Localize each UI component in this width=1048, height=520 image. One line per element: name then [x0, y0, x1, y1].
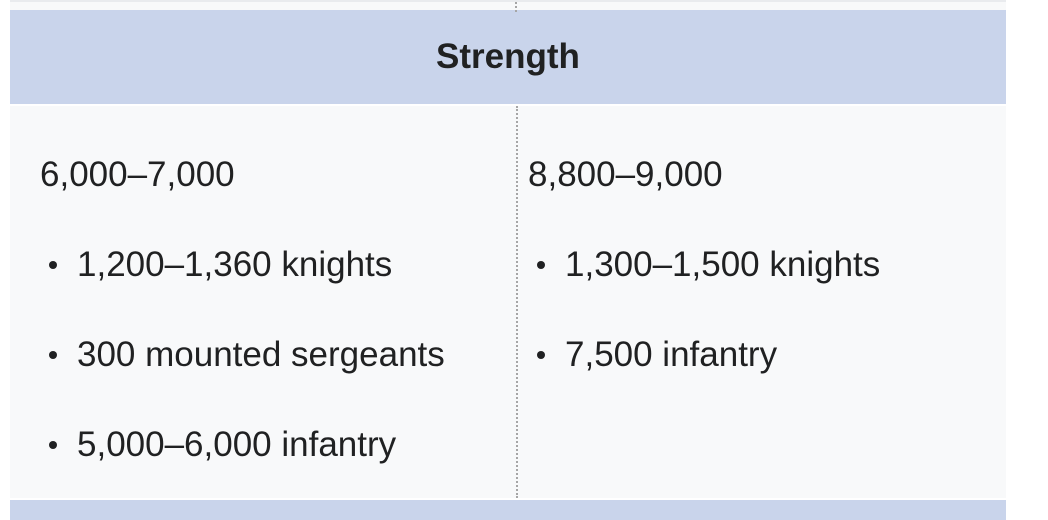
strength-body-row: 6,000–7,000 1,200–1,360 knights 300 moun…	[10, 106, 1006, 498]
list-item-label: 5,000–6,000 infantry	[77, 425, 397, 464]
list-item-label: 7,500 infantry	[565, 335, 778, 374]
strength-header-title: Strength	[436, 37, 580, 76]
list-item: 7,500 infantry	[528, 330, 986, 380]
right-total-strength: 8,800–9,000	[528, 155, 723, 194]
bullet-icon	[49, 351, 57, 359]
list-item-label: 300 mounted sergeants	[77, 335, 445, 374]
left-strength-list: 1,200–1,360 knights 300 mounted sergeant…	[40, 240, 496, 470]
bullet-icon	[49, 441, 57, 449]
strength-cell-left: 6,000–7,000 1,200–1,360 knights 300 moun…	[10, 106, 516, 498]
strength-infobox-section: Strength 6,000–7,000 1,200–1,360 knights…	[10, 10, 1006, 520]
previous-row-column-divider	[515, 2, 517, 12]
list-item-label: 1,200–1,360 knights	[77, 245, 393, 284]
list-item: 5,000–6,000 infantry	[40, 420, 496, 470]
column-divider	[516, 106, 518, 498]
list-item-label: 1,300–1,500 knights	[565, 245, 881, 284]
list-item: 300 mounted sergeants	[40, 330, 496, 380]
right-strength-list: 1,300–1,500 knights 7,500 infantry	[528, 240, 986, 380]
list-item: 1,300–1,500 knights	[528, 240, 986, 290]
list-item: 1,200–1,360 knights	[40, 240, 496, 290]
bullet-icon	[49, 261, 57, 269]
bullet-icon	[537, 261, 545, 269]
next-section-header	[10, 500, 1006, 520]
left-total-strength: 6,000–7,000	[40, 155, 235, 194]
strength-header: Strength	[10, 10, 1006, 104]
bullet-icon	[537, 351, 545, 359]
strength-cell-right: 8,800–9,000 1,300–1,500 knights 7,500 in…	[518, 106, 1006, 498]
previous-row-gap	[10, 0, 1006, 12]
